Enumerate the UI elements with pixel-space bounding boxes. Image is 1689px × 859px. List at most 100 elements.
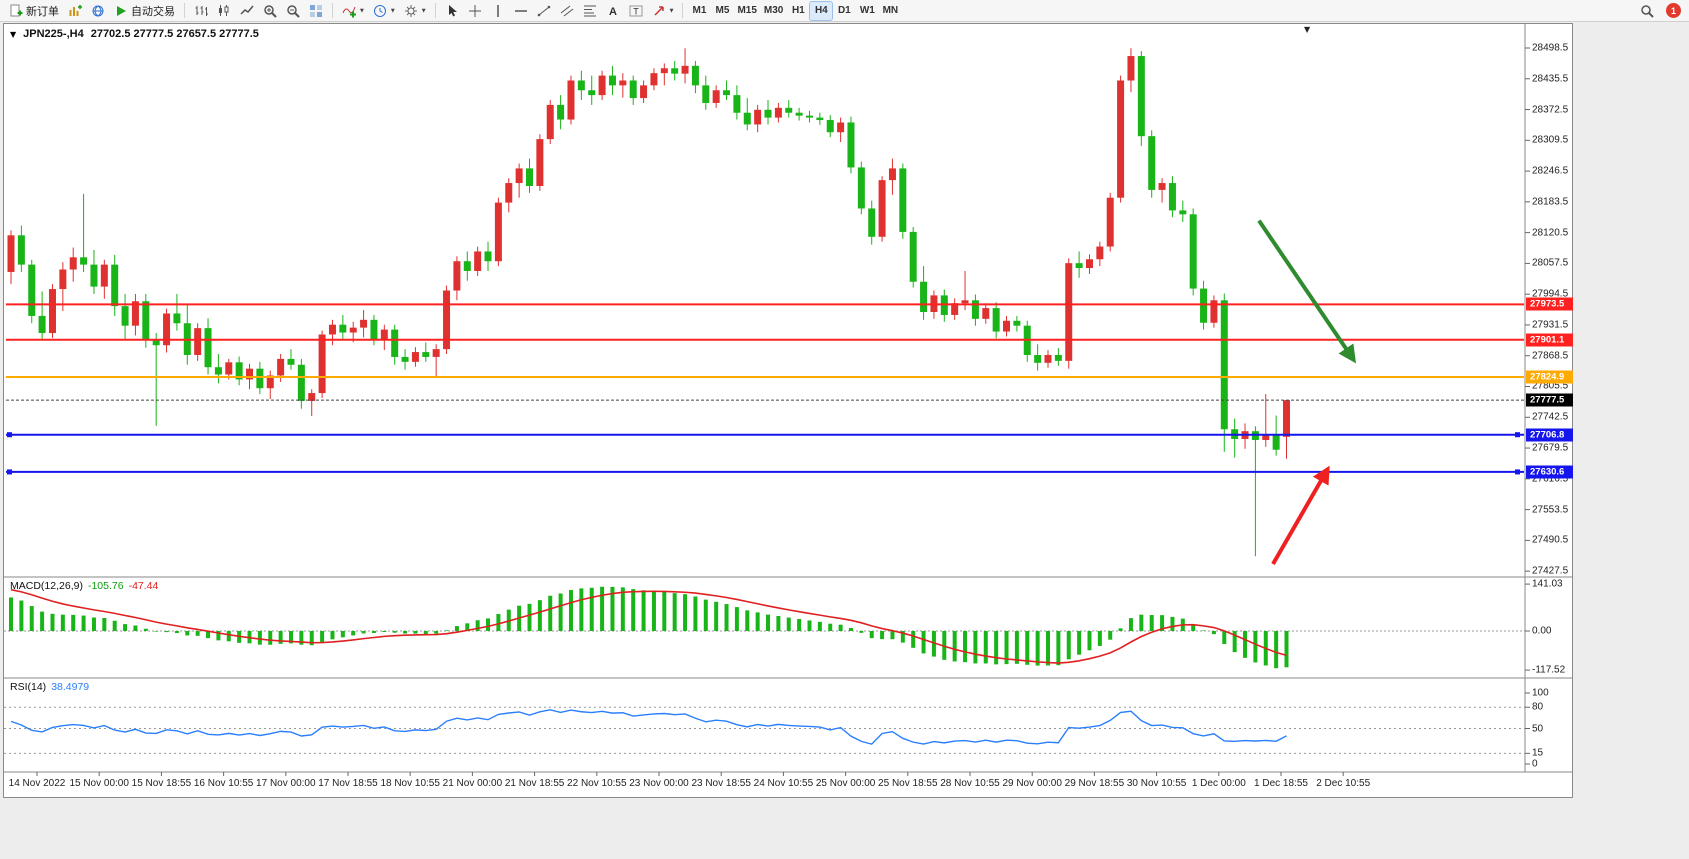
price-axis-label: 28498.5 (1532, 42, 1569, 54)
green-down-arrow[interactable] (1257, 219, 1357, 364)
horizontal-line-tool-button[interactable] (510, 1, 532, 21)
price-axis-label: 27805.5 (1532, 380, 1569, 392)
chart-shift-marker[interactable]: ▼ (1304, 25, 1311, 34)
chevron-down-icon: ▼ (360, 7, 364, 14)
time-axis-label: 25 Nov 18:55 (878, 778, 938, 789)
macd-name: MACD(12,26,9) (10, 580, 83, 592)
hline-price-tag: 27706.8 (1526, 428, 1573, 442)
rsi-axis-label: 50 (1532, 723, 1544, 734)
macd-histogram (9, 586, 1289, 669)
chart-settings-button[interactable]: ▼ (400, 1, 430, 21)
label-tool-icon: T (629, 5, 643, 16)
crosshair-button[interactable] (464, 1, 486, 21)
chart-ohlc: 27702.5 27777.5 27657.5 27777.5 (90, 28, 259, 40)
new-order-icon (10, 4, 23, 16)
current-price-tag: 27777.5 (1526, 393, 1573, 407)
line-handle[interactable] (7, 469, 12, 475)
price-axis-label: 28435.5 (1532, 73, 1569, 85)
svg-text:T: T (633, 6, 639, 16)
timeframe-m5-button[interactable]: M5 (711, 2, 733, 20)
macd-signal-line (10, 588, 1287, 664)
chart-canvas[interactable] (4, 24, 1572, 797)
vertical-line-tool-button[interactable] (487, 1, 509, 21)
cycles-button[interactable]: ▼ (369, 1, 399, 21)
text-tool-button[interactable]: A (602, 1, 624, 21)
fibonacci-tool-button[interactable] (579, 1, 601, 21)
search-button[interactable] (1636, 1, 1658, 21)
algo-trading-label: 自动交易 (131, 5, 175, 18)
algo-trading-button[interactable]: 自动交易 (110, 1, 179, 21)
line-handle[interactable] (1515, 469, 1520, 475)
chart-symbol-period: JPN225-,H4 (23, 28, 84, 40)
line-handle[interactable] (1515, 432, 1520, 438)
timeframe-w1-button[interactable]: W1 (856, 2, 878, 20)
toolbar-separator (682, 3, 684, 18)
timeframe-mn-button[interactable]: MN (879, 2, 901, 20)
zoom-in-button[interactable] (259, 1, 281, 21)
candle-chart-mode-icon (219, 4, 229, 16)
new-chart-icon (69, 4, 82, 16)
label-tool-button[interactable]: T (625, 1, 647, 21)
trendline-tool-icon (537, 5, 550, 16)
macd-axis-label: 141.03 (1532, 578, 1563, 590)
channel-tool-button[interactable] (556, 1, 578, 21)
notification-badge[interactable]: 1 (1666, 3, 1681, 18)
candlesticks (7, 48, 1291, 557)
bar-chart-mode-button[interactable] (190, 1, 212, 21)
rsi-name: RSI(14) (10, 681, 47, 693)
candle-chart-mode-button[interactable] (213, 1, 235, 21)
time-axis-label: 24 Nov 10:55 (753, 778, 814, 789)
time-axis-label: 29 Nov 00:00 (1002, 778, 1062, 789)
new-chart-button[interactable] (64, 1, 86, 21)
new-order-button[interactable]: 新订单 (5, 1, 63, 21)
timeframe-h4-button[interactable]: H4 (809, 0, 834, 21)
price-axis-label: 28120.5 (1532, 227, 1569, 239)
timeframe-m15-button[interactable]: M15 (734, 2, 759, 20)
red-up-arrow[interactable] (1271, 465, 1330, 566)
tile-windows-button[interactable] (305, 1, 327, 21)
price-axis-label: 28309.5 (1532, 134, 1569, 146)
line-chart-mode-button[interactable] (236, 1, 258, 21)
chart-settings-icon (404, 4, 417, 17)
price-axis-label: 27616.5 (1532, 473, 1569, 485)
price-axis-label: 27427.5 (1532, 565, 1569, 577)
line-chart-mode-icon (240, 5, 254, 15)
timeframe-m30-button[interactable]: M30 (761, 2, 786, 20)
time-axis-label: 16 Nov 10:55 (193, 778, 254, 789)
timeframe-d1-button[interactable]: D1 (833, 2, 855, 20)
toolbar-right: 1 (1636, 1, 1684, 21)
price-axis-label: 28183.5 (1532, 196, 1569, 208)
time-axis-label: 23 Nov 18:55 (691, 778, 751, 789)
line-handle[interactable] (7, 432, 12, 438)
macd-label: MACD(12,26,9) -105.76 -47.44 (10, 580, 163, 592)
horizontal-line-object[interactable] (6, 469, 1524, 475)
time-axis-label: 17 Nov 00:00 (256, 778, 316, 789)
time-axis-label: 28 Nov 10:55 (940, 778, 1000, 789)
time-axis-label: 23 Nov 00:00 (629, 778, 689, 789)
cursor-button[interactable] (441, 1, 463, 21)
price-axis-label: 27679.5 (1532, 442, 1569, 454)
time-axis-label: 29 Nov 18:55 (1064, 778, 1125, 789)
trendline-tool-button[interactable] (533, 1, 555, 21)
price-axis-label: 27994.5 (1532, 288, 1569, 300)
time-axis-label: 25 Nov 00:00 (815, 778, 876, 789)
zoom-out-icon (287, 4, 300, 18)
macd-value: -105.76 (87, 580, 124, 592)
toolbar-separator (332, 3, 333, 18)
timeframe-h1-button[interactable]: H1 (787, 2, 809, 20)
zoom-out-button[interactable] (282, 1, 304, 21)
arrow-objects-button[interactable]: ▼ (648, 1, 678, 21)
vertical-line-tool-icon (496, 4, 499, 17)
rsi-axis-label: 100 (1532, 687, 1549, 699)
arrow-objects-icon (654, 5, 664, 16)
toolbar-separator (434, 3, 436, 18)
crosshair-icon (468, 4, 481, 17)
timeframe-m1-button[interactable]: M1 (688, 2, 710, 20)
quick-trade-toggle-icon[interactable]: ▼ (10, 29, 17, 39)
time-axis-label: 1 Dec 18:55 (1254, 778, 1308, 789)
market-watch-button[interactable] (87, 1, 109, 21)
toolbar: 新订单 自动交易 ▼ ▼ ▼ A T ▼ M1 M5 M15 M30 H1 H4 D1 W1 MN 1 (0, 0, 1689, 22)
horizontal-line-object[interactable] (6, 432, 1524, 438)
indicators-button[interactable]: ▼ (338, 1, 368, 21)
time-axis-label: 15 Nov 00:00 (69, 778, 129, 789)
